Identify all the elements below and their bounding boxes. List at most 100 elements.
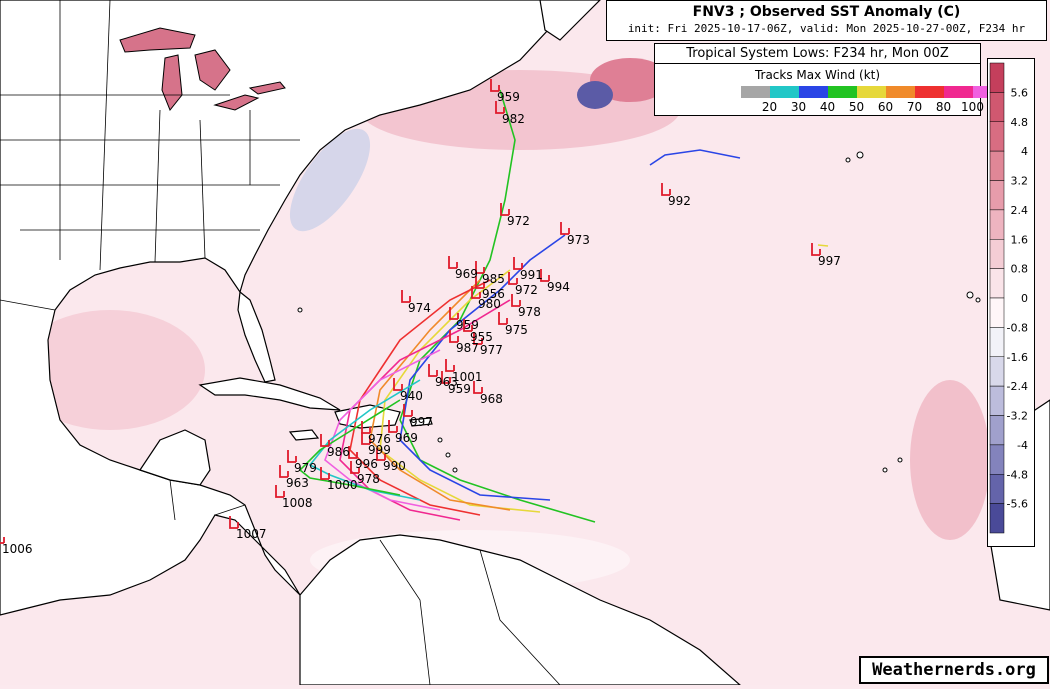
small-islands	[297, 151, 981, 473]
low-marker	[376, 448, 386, 461]
low-marker	[475, 276, 485, 289]
wind-label: 30	[790, 100, 807, 114]
wind-speed-labels: 20 30 40 50 60 70 80 100	[741, 100, 987, 114]
colorbar-segment	[989, 474, 1005, 504]
pressure-label: 994	[547, 280, 570, 294]
wind-label: 60	[877, 100, 894, 114]
cuba-island	[198, 377, 341, 411]
low-marker	[471, 286, 481, 299]
jamaica-island	[288, 429, 320, 441]
pressure-label: 977	[480, 343, 503, 357]
wind-label: 50	[848, 100, 865, 114]
storm-track-line	[399, 234, 566, 501]
low-marker	[449, 307, 459, 320]
low-marker	[811, 243, 821, 256]
pressure-label: 969	[455, 267, 478, 281]
pressure-label: 956	[482, 287, 505, 301]
low-markers	[0, 79, 821, 544]
low-marker	[475, 261, 485, 274]
low-marker	[495, 101, 505, 114]
pressure-label: 968	[480, 392, 503, 406]
pressure-label: 940	[400, 389, 423, 403]
low-marker	[229, 516, 239, 529]
low-marker	[511, 294, 521, 307]
colorbar-label: -2.4	[1007, 380, 1028, 393]
wind-swatch	[828, 86, 857, 98]
low-marker	[428, 364, 438, 377]
pressure-label: 986	[327, 445, 350, 459]
storm-track-line	[649, 149, 741, 166]
storm-track-line	[298, 399, 401, 496]
wind-swatch	[770, 86, 799, 98]
low-marker	[560, 222, 570, 235]
wind-swatch	[886, 86, 915, 98]
colorbar-segment	[989, 356, 1005, 387]
storm-track-line	[379, 269, 541, 513]
low-marker	[287, 450, 297, 463]
wind-label: 70	[906, 100, 923, 114]
colorbar-segment	[989, 121, 1005, 152]
south-america-landmass	[299, 534, 742, 686]
pressure-label: 978	[518, 305, 541, 319]
low-marker	[448, 256, 458, 269]
wind-color-swatches	[741, 86, 1002, 98]
title-panel: FNV3 ; Observed SST Anomaly (C) init: Fr…	[606, 0, 1047, 41]
pressure-label: 1001	[452, 370, 483, 384]
brand-watermark: Weathernerds.org	[859, 656, 1049, 684]
low-marker	[445, 359, 455, 372]
pressure-label: 959	[497, 90, 520, 104]
east-atlantic-warm-anomaly	[910, 380, 990, 540]
legend-panel: Tropical System Lows: F234 hr, Mon 00Z T…	[654, 43, 1002, 116]
low-marker	[393, 378, 403, 391]
colorbar-segment	[989, 297, 1005, 328]
sst-colorbar: 5.6 4.8 4 3.2 2.4 1.6 0.8 0 -0.8 -1.6 -2.4 -3.2 -4 -4…	[987, 58, 1035, 547]
north-america-landmass	[0, 0, 561, 616]
colorbar-label: -4.8	[1007, 468, 1028, 481]
pressure-label: 959	[448, 382, 471, 396]
pressure-label: 963	[435, 375, 458, 389]
colorbar-label: 2.4	[1011, 204, 1029, 217]
lake-huron	[194, 49, 231, 91]
pressure-label: 963	[286, 476, 309, 490]
pressure-label: 992	[668, 194, 691, 208]
pressure-label: 985	[482, 272, 505, 286]
low-marker	[498, 312, 508, 325]
colorbar-label: -4	[1017, 439, 1028, 452]
lake-superior	[119, 27, 196, 53]
low-marker	[540, 269, 550, 282]
colorbar-segment	[989, 150, 1005, 181]
colorbar-label: -5.6	[1007, 498, 1028, 511]
colorbar-segment	[989, 327, 1005, 357]
colorbar-label: -1.6	[1007, 351, 1028, 364]
pressure-label: 1006	[2, 542, 33, 556]
low-marker	[348, 446, 358, 459]
colorbar-label: 3.2	[1011, 175, 1029, 188]
florida-peninsula	[237, 290, 276, 383]
colorbar-segment	[989, 444, 1005, 475]
colorbar-segment	[989, 239, 1005, 269]
lake-erie	[213, 94, 260, 111]
pressure-label: 996	[355, 457, 378, 471]
pressure-label: 991	[520, 268, 543, 282]
pressure-label: 974	[408, 301, 431, 315]
wind-swatch	[799, 86, 828, 98]
wind-label: 40	[819, 100, 836, 114]
pressure-label: 976	[368, 432, 391, 446]
wind-swatch	[857, 86, 886, 98]
low-marker	[320, 467, 330, 480]
colorbar-label: 5.6	[1011, 86, 1029, 99]
yucatan-peninsula	[139, 429, 211, 486]
map-title: FNV3 ; Observed SST Anomaly (C)	[692, 4, 961, 20]
pressure-label: 978	[357, 472, 380, 486]
colorbar-segment	[989, 92, 1005, 122]
low-marker	[388, 420, 398, 433]
legend-header: Tropical System Lows: F234 hr, Mon 00Z	[655, 44, 980, 64]
pressure-label: 997	[818, 254, 841, 268]
colorbar-label: 0	[1021, 292, 1028, 305]
colorbar-label: 4.8	[1011, 116, 1029, 129]
colorbar-label: -3.2	[1007, 410, 1028, 423]
wind-swatch	[741, 86, 770, 98]
pressure-label: 982	[502, 112, 525, 126]
pressure-label: 969	[395, 431, 418, 445]
colorbar-segment	[989, 385, 1005, 416]
